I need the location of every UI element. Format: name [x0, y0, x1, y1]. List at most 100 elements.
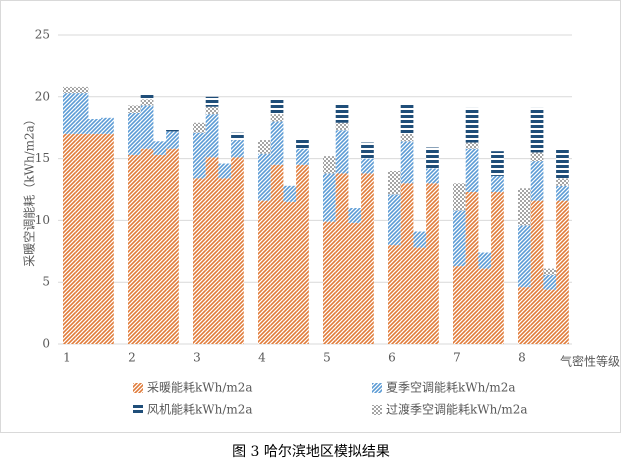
bar-segment [491, 151, 504, 176]
bar-segment [530, 161, 544, 201]
bar-segment [88, 133, 102, 344]
bar-segment [140, 94, 154, 100]
legend-label: 采暖能耗kWh/m2a [147, 381, 253, 395]
bar-segment [75, 133, 89, 344]
bar-segment [388, 170, 401, 195]
bar-segment [205, 96, 219, 107]
bar-segment [88, 119, 102, 134]
y-tick-label: 20 [35, 89, 50, 103]
bar-segment [258, 200, 271, 344]
bar-segment [193, 132, 206, 179]
bar-segment [400, 133, 414, 142]
bar-segment [296, 148, 309, 165]
bar-segment [166, 148, 179, 344]
bar-segment [518, 188, 531, 226]
bar-segment [556, 185, 569, 201]
bar-segment [465, 148, 479, 192]
bar-segment [453, 266, 466, 344]
bar-segment [296, 164, 309, 344]
y-tick-label: 15 [35, 151, 50, 165]
bar-segment [231, 157, 244, 344]
bar-segment [140, 99, 154, 106]
bar-segment [63, 93, 76, 134]
bar-segment [193, 178, 206, 344]
bar-segment [323, 156, 336, 174]
bar-segment [323, 221, 336, 344]
bar-segment [166, 128, 179, 132]
bar-segment [348, 208, 362, 223]
bar-segment [361, 142, 374, 159]
legend-label: 过渡季空调能耗kWh/m2a [386, 402, 528, 417]
bar-segment [128, 112, 141, 155]
bar-segment [258, 140, 271, 154]
bar-segment [258, 153, 271, 201]
y-tick-label: 25 [35, 28, 50, 42]
bar-segment [388, 194, 401, 246]
bar-segment [205, 114, 219, 158]
bar-segment [270, 121, 284, 165]
caption: 图 3 哈尔滨地区模拟结果 [232, 444, 390, 460]
bar-segment [205, 157, 219, 344]
x-tick-label: 8 [518, 351, 526, 365]
y-axis-label: 采暖空调能耗（kWh/m2a） [23, 113, 37, 267]
bar-segment [296, 138, 309, 149]
x-tick-label: 1 [63, 351, 71, 365]
bar-segment [205, 106, 219, 115]
bar-segment [231, 132, 244, 141]
bar-segment [193, 122, 206, 133]
bar-segment [75, 93, 89, 134]
y-tick-label: 0 [42, 337, 50, 351]
bar-segment [413, 247, 427, 344]
bar-segment [166, 131, 179, 149]
bar-segment [270, 99, 284, 115]
bar-segment [283, 185, 297, 202]
legend-label: 夏季空调能耗kWh/m2a [386, 381, 516, 395]
bar-segment [453, 183, 466, 211]
legend-swatch [133, 383, 143, 393]
bar-segment [283, 201, 297, 344]
bar-segment [63, 86, 76, 94]
x-tick-label: 5 [323, 351, 331, 365]
bar-segment [101, 117, 114, 134]
x-tick-label: 6 [388, 351, 396, 365]
bar-segment [400, 141, 414, 184]
bar-segment [426, 168, 439, 184]
bar-segment [453, 210, 466, 267]
bar-segment [140, 105, 154, 149]
x-axis-label: 气密性等级 [560, 354, 620, 369]
bar-segment [400, 183, 414, 344]
y-tick-label: 5 [42, 275, 50, 289]
bar-segment [426, 147, 439, 169]
bar-segment [63, 133, 76, 344]
bar-segment [556, 178, 569, 186]
bar-segment [140, 148, 154, 344]
bar-segment [518, 287, 531, 344]
bar-segment [556, 148, 569, 179]
legend-label: 风机能耗kWh/m2a [147, 403, 253, 417]
bar-segment [388, 245, 401, 344]
bar-segment [153, 154, 167, 344]
legend-swatch [133, 405, 143, 415]
bar-segment [543, 289, 557, 344]
bar-segment [426, 183, 439, 344]
bar-segment [478, 252, 492, 269]
bar-segment [361, 173, 374, 344]
x-tick-label: 2 [128, 351, 136, 365]
bar-segment [348, 222, 362, 344]
bar-segment [335, 102, 349, 123]
x-tick-label: 4 [258, 351, 266, 365]
bar-segment [530, 107, 544, 153]
bar-segment [153, 141, 167, 155]
bar-segment [361, 158, 374, 174]
bar-segment [465, 107, 479, 143]
bar-segment [543, 268, 557, 275]
bar-segment [465, 142, 479, 149]
bar-segment [101, 133, 114, 344]
bar-segment [335, 173, 349, 344]
legend-swatch [372, 405, 382, 415]
y-tick-label: 10 [35, 213, 50, 227]
bar-segment [465, 191, 479, 344]
bar-segment [128, 154, 141, 344]
bar-segment [530, 152, 544, 162]
